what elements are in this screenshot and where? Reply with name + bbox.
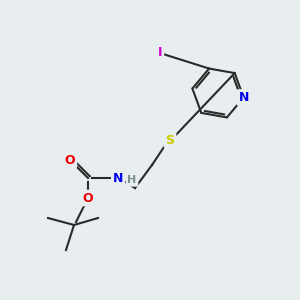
Text: I: I xyxy=(158,46,162,59)
Text: S: S xyxy=(166,134,175,146)
Text: N: N xyxy=(113,172,123,184)
Text: O: O xyxy=(65,154,75,166)
Text: N: N xyxy=(238,91,249,104)
Text: H: H xyxy=(128,175,136,185)
Text: O: O xyxy=(83,191,93,205)
